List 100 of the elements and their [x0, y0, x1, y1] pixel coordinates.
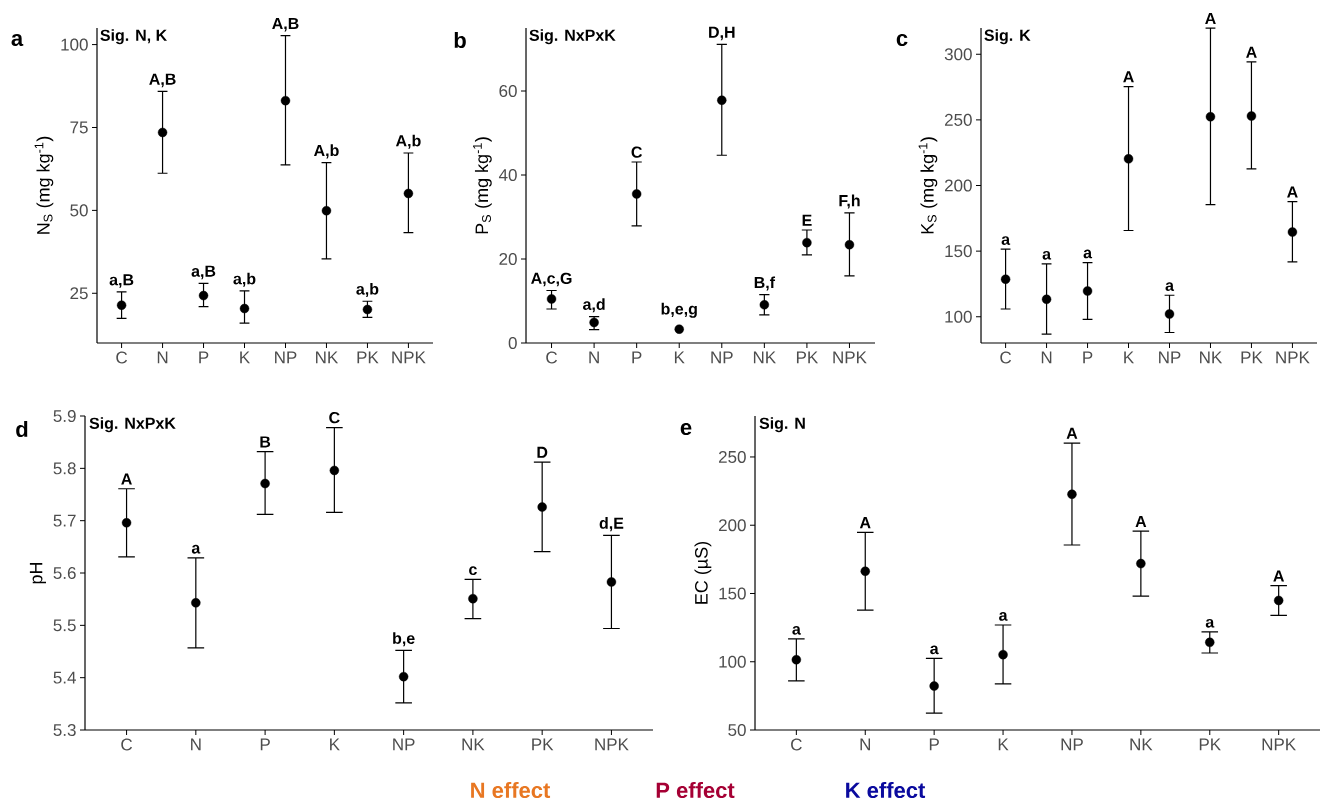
annotation: a,B — [191, 265, 216, 280]
point — [398, 671, 409, 682]
category-label: P effect — [656, 781, 735, 799]
annotation: E — [802, 214, 812, 226]
annotation: c — [469, 566, 477, 576]
x-tick-label: N — [157, 351, 168, 364]
point — [280, 95, 291, 106]
x-tick-label: NK — [462, 738, 485, 751]
chart-title: a — [11, 33, 24, 47]
point — [717, 95, 727, 105]
y-tick-label: 250 — [944, 113, 972, 126]
annotation: a,B — [109, 274, 134, 288]
x-tick-label: P — [929, 738, 939, 751]
point — [1205, 637, 1215, 648]
annotation: a — [1083, 249, 1093, 259]
x-tick-label: P — [1083, 351, 1093, 364]
y-tick-label: 25 — [70, 287, 88, 300]
x-tick-label: N — [860, 738, 871, 751]
annotation: a,b — [356, 282, 379, 298]
point — [1123, 154, 1134, 164]
x-tick-label: P — [632, 351, 642, 364]
point — [468, 593, 478, 604]
annotation: a — [1042, 250, 1052, 260]
x-tick-label: PK — [532, 738, 554, 751]
y-tick-label: 300 — [944, 48, 972, 61]
y-tick-label: 250 — [718, 450, 746, 463]
x-tick-label: NK — [1200, 351, 1223, 364]
annotation: B,f — [754, 276, 776, 291]
y-tick-label: 5.7 — [53, 514, 76, 527]
x-tick-label: NP — [275, 351, 297, 364]
annotation: A — [1123, 71, 1134, 83]
y-tick-label: 100 — [945, 310, 972, 323]
y-tick-label: 40 — [498, 168, 517, 182]
x-tick-label: NPK — [1276, 351, 1310, 364]
point — [239, 303, 250, 314]
x-tick-label: N — [1041, 351, 1052, 364]
y-tick-label: 150 — [945, 245, 972, 258]
point — [759, 300, 770, 310]
annotation: b,e — [393, 632, 415, 647]
annotation: A — [1205, 12, 1216, 24]
x-tick-label: K — [1124, 351, 1134, 364]
chart-title: b — [454, 31, 466, 49]
x-tick-label: C — [546, 351, 558, 364]
x-tick-label: N — [589, 351, 599, 364]
x-tick-label: K — [330, 738, 340, 751]
y-tick-label: 100 — [61, 38, 88, 51]
point — [1287, 227, 1298, 237]
chart-title: d — [16, 420, 28, 438]
y-axis-title: N$_{S}$ (mg kg$^{-1}$) — [34, 136, 54, 234]
annotation: Sig. N, K — [100, 29, 167, 45]
y-axis-title: P$_{S}$ (mg kg$^{-1}$) — [473, 137, 492, 234]
annotation: A — [1066, 427, 1078, 439]
y-tick-label: 100 — [719, 655, 746, 668]
point — [674, 324, 684, 334]
x-tick-label: NPK — [595, 738, 629, 751]
annotation: a — [191, 544, 201, 554]
point — [631, 189, 642, 199]
y-axis-title: pH — [29, 562, 47, 584]
x-tick-label: C — [121, 738, 133, 751]
point — [546, 294, 557, 304]
point — [121, 518, 132, 528]
point — [329, 465, 340, 476]
annotation: a,d — [583, 298, 605, 313]
point — [802, 237, 812, 248]
x-tick-label: NPK — [833, 351, 867, 364]
point — [191, 598, 201, 608]
annotation: B — [260, 436, 271, 448]
x-tick-label: NP — [1159, 351, 1181, 364]
annotation: A,B — [149, 73, 176, 88]
point — [537, 502, 547, 512]
y-tick-label: 5.6 — [53, 566, 76, 580]
annotation: A — [121, 473, 132, 485]
point — [260, 478, 270, 489]
point — [998, 649, 1008, 660]
x-tick-label: PK — [1199, 738, 1221, 751]
x-tick-label: NK — [1130, 738, 1153, 751]
x-tick-label: C — [1000, 351, 1012, 364]
point — [157, 127, 168, 138]
x-tick-label: NK — [316, 351, 339, 364]
y-tick-label: 5.9 — [53, 409, 76, 423]
point — [1205, 112, 1216, 122]
annotation: A,c,G — [531, 272, 572, 287]
y-tick-label: 50 — [728, 723, 746, 737]
point — [1082, 286, 1093, 296]
annotation: a — [930, 645, 939, 655]
annotation: Sig. N — [759, 417, 805, 433]
annotation: A — [859, 517, 871, 529]
chart-title: c — [896, 33, 908, 47]
annotation: a — [792, 625, 801, 635]
x-tick-label: NPK — [392, 351, 426, 364]
point — [1067, 489, 1077, 499]
point — [929, 681, 939, 691]
annotation: A — [1273, 570, 1285, 582]
annotation: b,e,g — [661, 302, 697, 318]
point — [844, 240, 855, 250]
chart-title: e — [680, 422, 692, 436]
annotation: Sig. K — [984, 29, 1031, 45]
x-tick-label: NP — [711, 351, 733, 364]
x-tick-label: N — [191, 738, 201, 751]
y-tick-label: 5.8 — [53, 462, 76, 475]
